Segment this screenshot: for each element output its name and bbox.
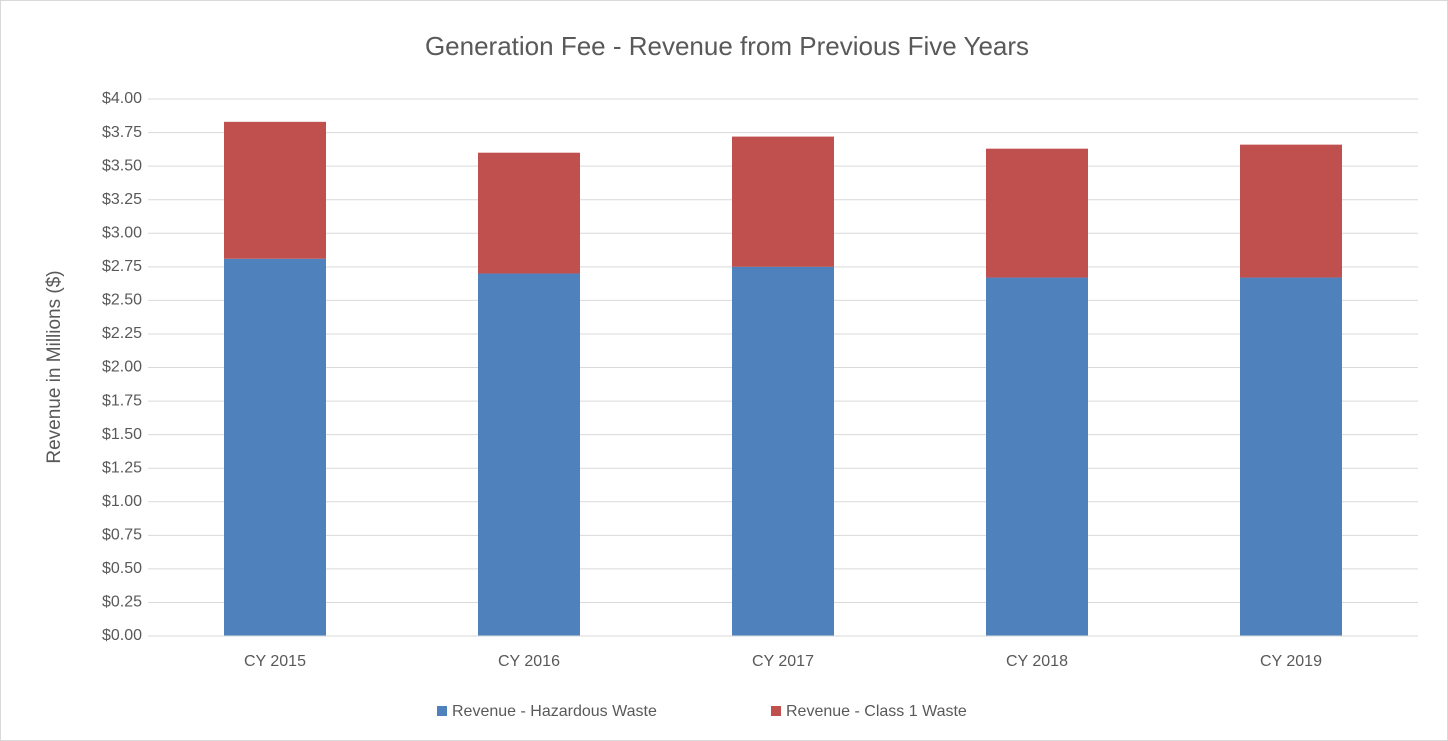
bar-segment <box>986 277 1088 636</box>
y-tick-label: $3.50 <box>102 157 142 174</box>
y-tick-label: $1.25 <box>102 459 142 476</box>
bar-segment <box>478 152 580 274</box>
y-tick-label: $2.00 <box>102 359 142 376</box>
y-tick-label: $1.75 <box>102 392 142 409</box>
y-axis-label: Revenue in Millions ($) <box>44 270 65 463</box>
x-tick-label: CY 2016 <box>498 653 560 670</box>
y-tick-label: $3.00 <box>102 224 142 241</box>
bar-segment <box>224 121 326 259</box>
y-tick-label: $0.00 <box>102 627 142 644</box>
y-tick-label: $4.00 <box>102 90 142 107</box>
x-tick-label: CY 2019 <box>1260 653 1322 670</box>
bar-segment <box>478 273 580 636</box>
y-tick-label: $1.50 <box>102 426 142 443</box>
y-tick-label: $1.00 <box>102 493 142 510</box>
y-tick-label: $3.75 <box>102 124 142 141</box>
legend-label: Revenue - Class 1 Waste <box>786 703 967 720</box>
bar-segment <box>224 258 326 636</box>
x-tick-label: CY 2017 <box>752 653 814 670</box>
y-tick-label: $0.75 <box>102 527 142 544</box>
y-tick-label: $0.25 <box>102 594 142 611</box>
bar-segment <box>732 266 834 636</box>
legend-label: Revenue - Hazardous Waste <box>452 703 657 720</box>
y-tick-label: $2.50 <box>102 292 142 309</box>
chart-title: Generation Fee - Revenue from Previous F… <box>425 31 1029 61</box>
bar-segment <box>986 148 1088 278</box>
y-tick-label: $3.25 <box>102 191 142 208</box>
legend-swatch <box>437 706 447 716</box>
bar-segment <box>1240 144 1342 278</box>
bar-segment <box>1240 277 1342 636</box>
x-tick-label: CY 2018 <box>1006 653 1068 670</box>
x-tick-label: CY 2015 <box>244 653 306 670</box>
y-tick-label: $0.50 <box>102 560 142 577</box>
bar-segment <box>732 136 834 267</box>
legend-swatch <box>771 706 781 716</box>
y-tick-label: $2.75 <box>102 258 142 275</box>
y-tick-label: $2.25 <box>102 325 142 342</box>
